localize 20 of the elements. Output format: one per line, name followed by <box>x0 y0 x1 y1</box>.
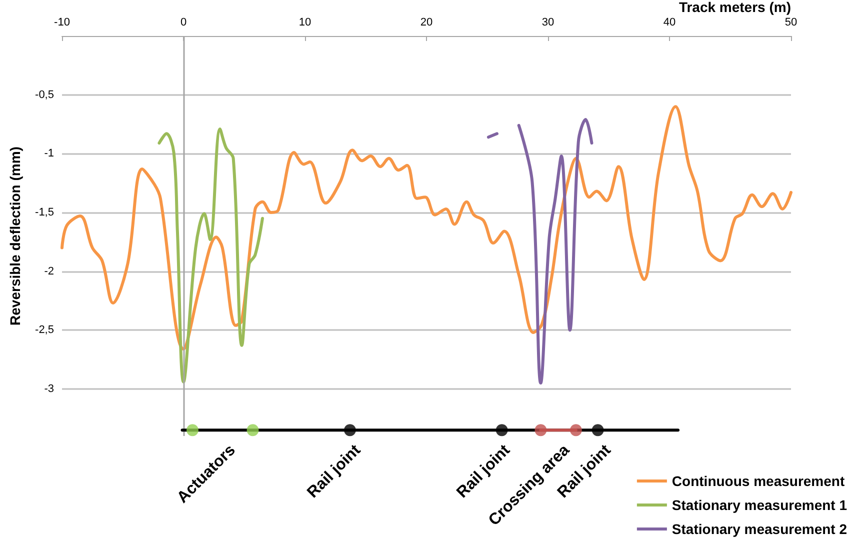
y-axis-title: Reversible deflection (mm) <box>7 146 23 326</box>
x-tick-label: 40 <box>663 16 676 28</box>
y-tick-label: -2,5 <box>35 324 54 336</box>
x-axis-title: Track meters (m) <box>678 0 791 15</box>
x-tick-label: 10 <box>298 16 312 28</box>
y-tick-label: -0,5 <box>35 88 54 101</box>
x-tick-label: 30 <box>542 16 554 28</box>
x-tick-label: 0 <box>180 16 187 28</box>
x-tick-label: 50 <box>784 16 798 28</box>
y-tick-label: -1,5 <box>35 206 54 218</box>
line-series <box>158 127 264 384</box>
legend-label: Continuous measurement <box>672 473 845 489</box>
y-tick-label: -2 <box>44 265 54 278</box>
legend-label: Stationary measurement 1 <box>672 497 848 513</box>
y-tick-label: -3 <box>44 382 54 395</box>
legend-label: Stationary measurement 2 <box>672 521 848 537</box>
line-series <box>60 105 792 350</box>
x-tick-label: 20 <box>420 16 433 28</box>
y-tick-label: -1 <box>44 148 54 160</box>
x-tick-label: -10 <box>54 16 70 28</box>
